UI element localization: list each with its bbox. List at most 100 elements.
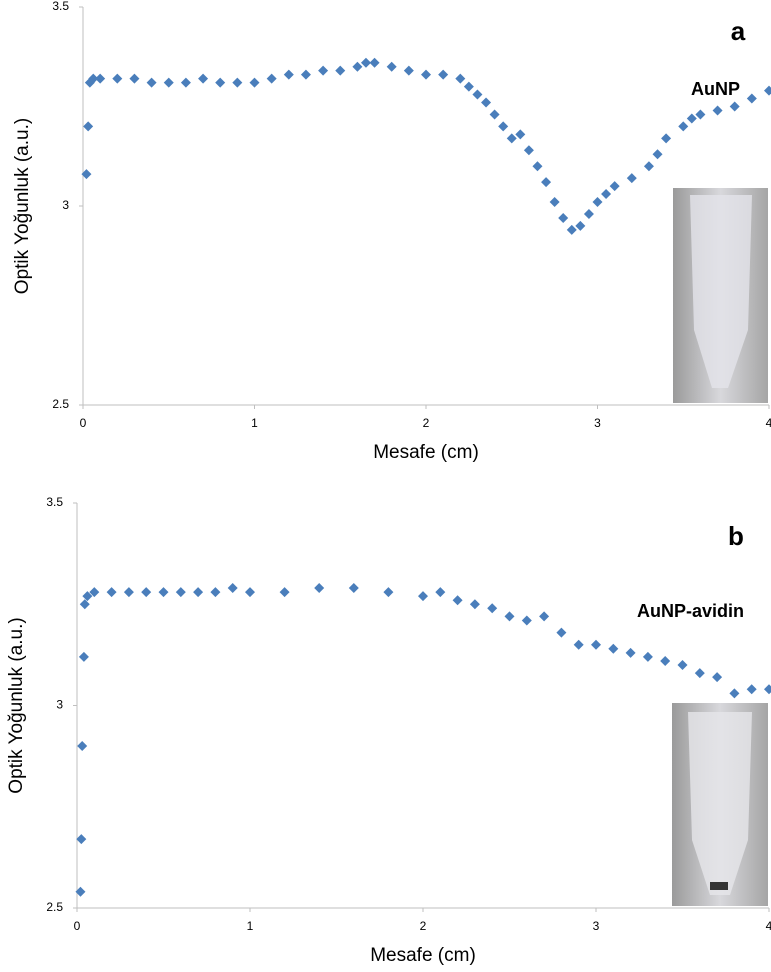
annotation: b	[728, 521, 744, 551]
data-point	[556, 627, 567, 638]
data-point	[89, 587, 100, 598]
data-point	[215, 77, 226, 88]
data-point	[504, 611, 515, 622]
data-point	[300, 69, 311, 80]
data-point	[249, 77, 260, 88]
data-point	[626, 173, 637, 184]
x-tick-label: 2	[423, 416, 430, 430]
data-point	[369, 57, 380, 68]
data-point	[335, 65, 346, 76]
data-point	[489, 109, 500, 120]
tube-photo-b	[672, 703, 768, 906]
x-tick-label: 0	[74, 919, 81, 933]
data-point	[421, 69, 431, 80]
y-tick-label: 3.5	[52, 0, 69, 13]
annotation: AuNP	[691, 79, 740, 99]
data-point	[81, 169, 92, 180]
data-point	[573, 639, 584, 650]
data-point	[609, 181, 620, 192]
x-tick-label: 4	[766, 919, 771, 933]
tube-photo-a	[673, 188, 768, 403]
data-point	[566, 224, 577, 235]
data-point	[746, 684, 757, 695]
data-point	[75, 886, 86, 897]
x-tick-label: 1	[247, 919, 254, 933]
data-point	[521, 615, 532, 626]
x-tick-label: 4	[766, 416, 771, 430]
data-point	[541, 177, 552, 188]
data-point	[348, 583, 359, 594]
data-point	[481, 97, 492, 108]
data-point	[318, 65, 329, 76]
data-point	[575, 220, 586, 231]
data-point	[78, 651, 89, 662]
y-tick-label: 3	[56, 698, 63, 712]
data-point	[746, 93, 757, 104]
data-point	[386, 61, 397, 72]
x-tick-label: 2	[420, 919, 427, 933]
data-point	[198, 73, 209, 84]
data-point	[283, 69, 294, 80]
data-point	[694, 668, 705, 679]
x-axis-label: Mesafe (cm)	[373, 442, 479, 463]
data-point	[175, 587, 186, 598]
data-point	[279, 587, 290, 598]
data-point	[506, 133, 517, 144]
data-point	[523, 145, 534, 156]
x-axis-label: Mesafe (cm)	[370, 945, 476, 966]
data-point	[515, 129, 526, 140]
data-point	[106, 587, 117, 598]
data-point	[360, 57, 371, 68]
data-point	[435, 587, 446, 598]
data-point	[245, 587, 255, 598]
data-point	[82, 591, 93, 602]
data-point	[141, 587, 152, 598]
y-tick-label: 2.5	[52, 397, 69, 411]
annotation: AuNP-avidin	[637, 601, 744, 621]
data-point	[95, 73, 106, 84]
data-point	[487, 603, 498, 614]
data-point	[695, 109, 706, 120]
x-tick-label: 0	[80, 416, 87, 430]
x-tick-label: 1	[251, 416, 258, 430]
data-point	[558, 212, 569, 223]
data-point	[591, 639, 601, 650]
data-point	[193, 587, 204, 598]
data-point	[712, 672, 723, 683]
data-point	[764, 85, 771, 96]
data-point	[123, 587, 134, 598]
y-axis-label: Optik Yoğunluk (a.u.)	[6, 617, 27, 793]
data-point	[463, 81, 474, 92]
data-point	[608, 643, 619, 654]
data-point	[642, 651, 653, 662]
y-tick-label: 3	[62, 198, 69, 212]
data-point	[601, 189, 612, 200]
data-point	[472, 89, 483, 100]
y-axis-label: Optik Yoğunluk (a.u.)	[12, 118, 33, 294]
annotation: a	[731, 16, 746, 46]
x-tick-label: 3	[594, 416, 601, 430]
data-point	[418, 591, 428, 602]
data-point	[314, 583, 325, 594]
data-point	[163, 77, 174, 88]
data-point	[88, 73, 99, 84]
data-point	[686, 113, 697, 124]
data-point	[661, 133, 672, 144]
data-point	[383, 587, 394, 598]
data-point	[729, 101, 740, 112]
data-point	[677, 660, 688, 670]
data-point	[539, 611, 550, 622]
x-tick-label: 3	[593, 919, 600, 933]
data-point	[469, 599, 480, 610]
data-point	[532, 161, 543, 172]
data-point	[498, 121, 509, 132]
data-point	[592, 197, 603, 208]
data-point	[764, 684, 771, 695]
data-point	[146, 77, 157, 88]
data-point	[79, 599, 90, 610]
data-point	[227, 583, 238, 594]
data-point	[455, 73, 466, 84]
data-point	[352, 61, 363, 72]
data-point	[83, 121, 94, 132]
